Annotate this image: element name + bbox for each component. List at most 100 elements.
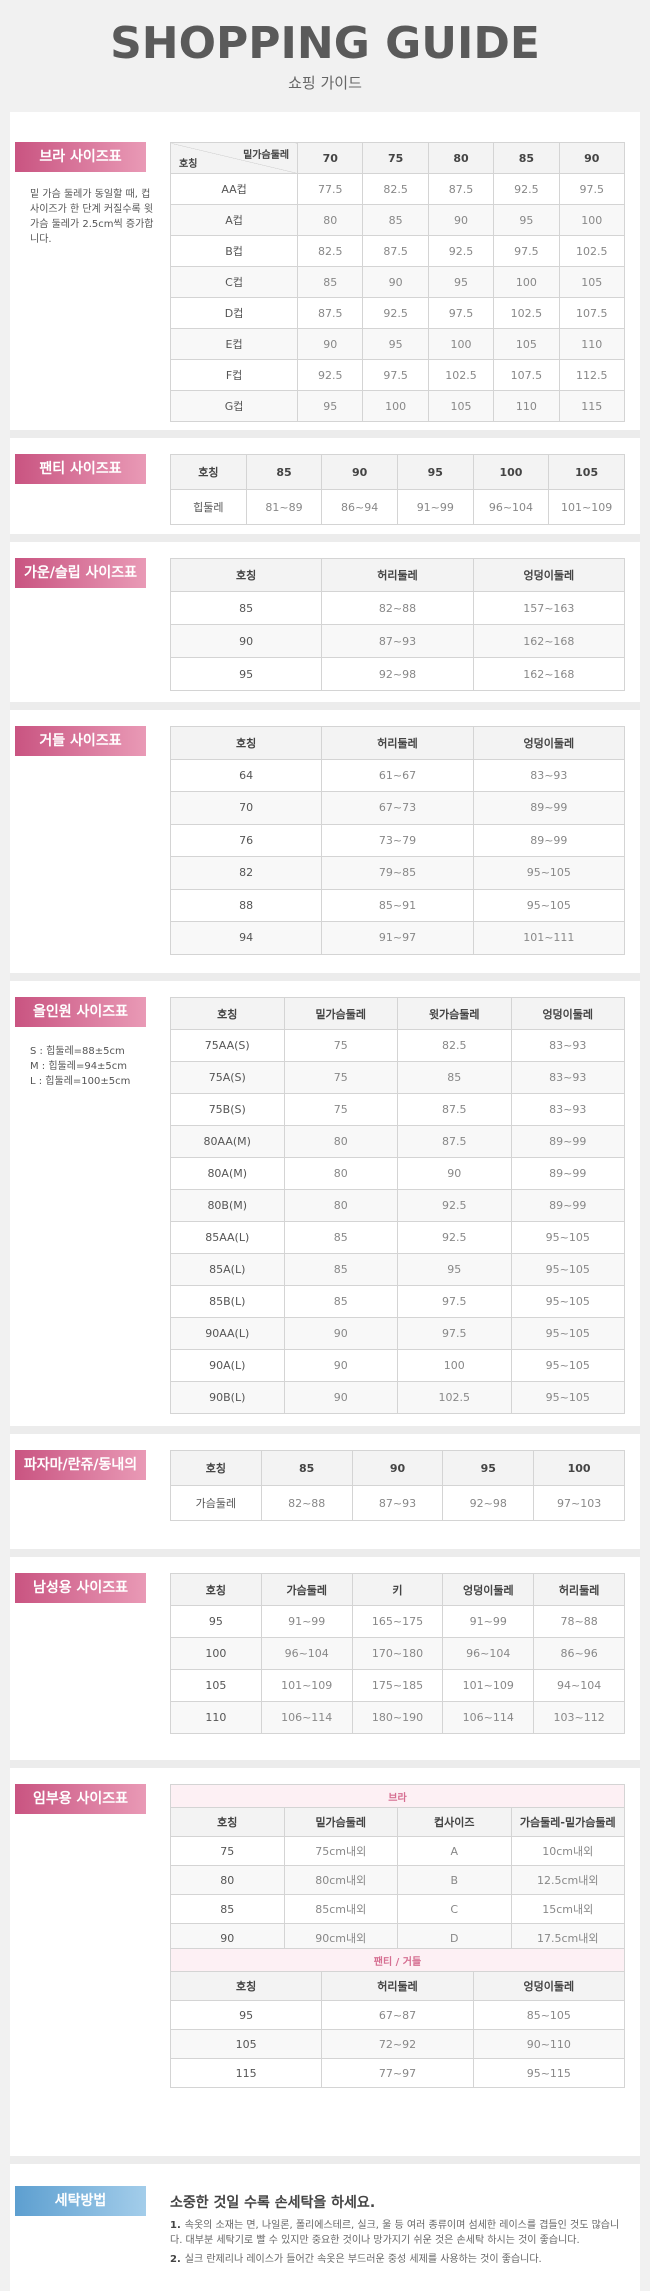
table-cell: 95~105 [510,1221,625,1254]
header-cell: 허리둘레 [321,558,474,592]
header-cell: 85 [493,142,560,174]
header-cell: 호칭 [169,1971,323,2001]
table-cell: 97.5 [427,297,495,329]
table-cell: 92.5 [493,173,560,205]
table-cell: 100 [362,390,429,422]
header-cell: 윗가슴둘레 [397,997,512,1030]
header-cell: 70 [297,142,364,174]
header-row: 호칭 가슴둘레 키 엉덩이둘레 허리둘레 [170,1573,625,1606]
table-cell: 165~175 [351,1605,444,1638]
table-cell: 85 [362,204,429,236]
table-cell: 110 [558,328,626,360]
table-row: 힙둘레 81~89 86~94 91~99 96~104 101~109 [170,489,625,525]
table-cell: 75 [283,1029,398,1062]
table-cell: 힙둘레 [170,489,247,525]
table-cell: 95~105 [510,1349,625,1382]
table-cell: 77.5 [297,173,364,205]
section-divider [10,1549,640,1557]
table-cell: 95 [362,328,429,360]
table-row: G컵 95 100 105 110 115 [169,390,626,422]
section-divider [10,1760,640,1768]
table-cell: 90 [283,1349,398,1382]
table-cell: 87.5 [397,1093,512,1126]
table-cell: 85 [397,1061,512,1094]
table-row: AA컵 77.5 82.5 87.5 92.5 97.5 [169,173,626,205]
table-row: F컵 92.5 97.5 102.5 107.5 112.5 [169,359,626,391]
table-row: E컵 90 95 100 105 110 [169,328,626,360]
table-row: 80AA(M) 80 87.5 89~99 [170,1125,625,1158]
table-cell: 82 [169,856,323,890]
table-cell: 95~105 [510,1381,625,1414]
table-cell: 157~163 [472,591,626,625]
table-cell: 82~88 [260,1485,353,1521]
section-label: 팬티 사이즈표 [15,454,146,484]
table-cell: G컵 [169,390,299,422]
table-cell: 105 [493,328,560,360]
table-row: 75 75cm내외 A 10cm내외 [170,1836,625,1866]
table-cell: 80 [170,1865,285,1895]
table-cell: 80 [283,1157,398,1190]
table-row: 85B(L) 85 97.5 95~105 [170,1285,625,1318]
section-label: 브라 사이즈표 [15,142,146,172]
table-cell: 83~93 [510,1093,625,1126]
table-cell: 95~105 [472,888,626,922]
header-cell: 호칭 [170,997,285,1030]
header-row: 호칭 허리둘레 엉덩이둘레 [169,1971,626,2001]
table-cell: 75B(S) [170,1093,285,1126]
table-cell: 70 [169,791,323,825]
table-row: 82 79~85 95~105 [169,856,626,890]
header-row: 호칭 허리둘레 엉덩이둘레 [169,558,626,592]
table-cell: 95 [397,1253,512,1286]
table-cell: 89~99 [472,823,626,857]
header-row: 호칭 85 90 95 100 105 [170,454,625,490]
table-cell: 87~93 [351,1485,444,1521]
table-caption: 팬티 / 거들 [170,1948,625,1972]
section-notes: S : 힙둘레=88±5cm M : 힙둘레=94±5cm L : 힙둘레=100±… [30,1044,160,1089]
table-cell: 105 [427,390,495,422]
note-line: 밑 가슴 둘레가 동일할 때, 컵 사이즈가 한 단계 커질수록 윗 가슴 둘레… [30,189,154,245]
table-row: 80A(M) 80 90 89~99 [170,1157,625,1190]
section-divider [10,534,640,542]
table-cell: 78~88 [533,1605,625,1638]
header-cell: 호칭 [170,1807,285,1837]
table-row: 75AA(S) 75 82.5 83~93 [170,1029,625,1062]
table-cell: 92.5 [427,235,495,267]
table-cell: 85AA(L) [170,1221,285,1254]
header-cell: 밑가슴둘레 [283,1807,398,1837]
wash-item-text: 실크 란제리나 레이스가 들어간 속옷은 부드러운 중성 세제를 사용하는 것이… [184,2254,542,2265]
table-cell: 64 [169,758,323,792]
wash-item-text: 속옷의 소재는 면, 나일론, 폴리에스테르, 실크, 울 등 여러 종류이며 … [170,2220,620,2246]
table-cell: 95~105 [510,1285,625,1318]
table-cell: 101~109 [442,1669,535,1702]
table-cell: 95~115 [472,2058,626,2088]
table-cell: 102.5 [493,297,560,329]
section-divider [10,973,640,981]
table-cell: 83~93 [510,1061,625,1094]
table-row: A컵 80 85 90 95 100 [169,204,626,236]
table-cell: 72~92 [321,2029,474,2059]
table-cell: 82.5 [297,235,364,267]
table-cell: 92.5 [362,297,429,329]
table-cell: 100 [493,266,560,298]
table-cell: 110 [170,1701,262,1734]
header-cell: 가슴둘레 [260,1573,353,1606]
header-cell: 키 [351,1573,444,1606]
table-cell: 96~104 [260,1637,353,1670]
page-subtitle: 쇼핑 가이드 [288,74,362,92]
note-line: L : 힙둘레=100±5cm [30,1076,131,1087]
table-cell: 75AA(S) [170,1029,285,1062]
header-cell: 95 [442,1450,535,1486]
table-cell: 80B(M) [170,1189,285,1222]
table-cell: 95 [169,657,323,691]
table-row: 95 91~99 165~175 91~99 78~88 [170,1605,625,1638]
table-cell: 97.5 [397,1317,512,1350]
table-cell: 80 [297,204,364,236]
table-row: 115 77~97 95~115 [169,2058,626,2088]
table-cell: C컵 [169,266,299,298]
table-cell: 90 [283,1317,398,1350]
table-row: 90A(L) 90 100 95~105 [170,1349,625,1382]
table-cell: 175~185 [351,1669,444,1702]
table-cell: 90 [397,1157,512,1190]
header-row: 호칭 밑가슴둘레 컵사이즈 가슴둘레-밑가슴둘레 [170,1807,625,1837]
